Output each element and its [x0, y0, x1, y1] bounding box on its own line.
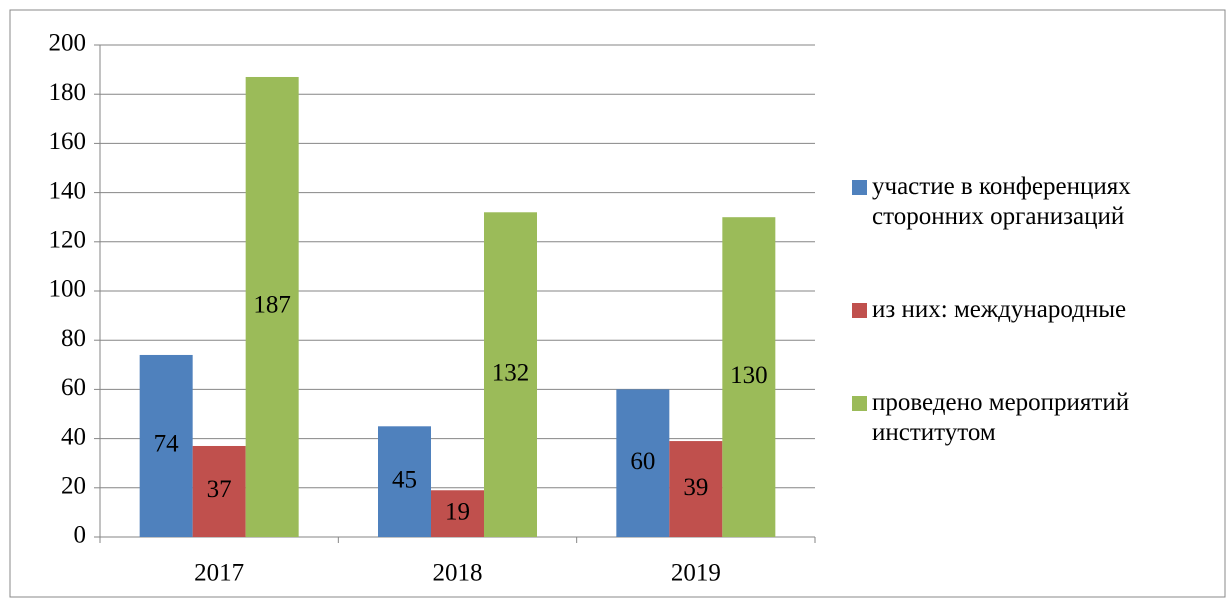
bar — [484, 212, 537, 537]
y-tick-label: 160 — [49, 128, 87, 155]
data-label: 74 — [154, 431, 180, 458]
x-tick-label: 2018 — [433, 560, 483, 587]
legend-item: проведено мероприятий институтом — [852, 388, 1212, 448]
data-label: 39 — [683, 474, 708, 501]
y-tick-label: 0 — [74, 522, 87, 549]
legend: участие в конференциях сторонних организ… — [852, 140, 1212, 480]
x-tick-label: 2019 — [671, 560, 721, 587]
y-tick-label: 180 — [49, 79, 87, 106]
legend-label: проведено мероприятий институтом — [872, 389, 1130, 447]
legend-swatch — [852, 302, 867, 318]
data-label: 37 — [207, 476, 232, 503]
data-label: 187 — [253, 292, 291, 319]
y-tick-label: 200 — [49, 30, 87, 57]
bar — [378, 426, 431, 537]
y-tick-label: 80 — [61, 325, 86, 352]
data-label: 60 — [630, 448, 655, 475]
legend-label: из них: международные — [872, 295, 1127, 323]
bar — [431, 490, 484, 537]
data-label: 19 — [445, 498, 470, 525]
x-tick-label: 2017 — [194, 560, 244, 587]
bar — [245, 76, 299, 537]
data-label: 130 — [730, 362, 768, 389]
chart-border — [9, 9, 1226, 598]
bar — [669, 441, 723, 537]
legend-item: участие в конференциях сторонних организ… — [852, 172, 1212, 232]
y-tick-label: 20 — [61, 473, 86, 500]
data-label: 45 — [392, 466, 417, 493]
bar — [722, 217, 776, 537]
y-tick-label: 40 — [61, 423, 86, 450]
y-tick-label: 140 — [49, 177, 87, 204]
legend-label: участие в конференциях сторонних организ… — [872, 172, 1131, 230]
y-tick-label: 100 — [49, 276, 87, 303]
bar — [192, 445, 246, 537]
legend-swatch — [852, 179, 867, 195]
y-tick-label: 120 — [49, 227, 87, 254]
data-label: 132 — [492, 359, 530, 386]
bar — [616, 389, 670, 537]
legend-item: из них: международные — [852, 295, 1212, 325]
legend-swatch — [852, 396, 867, 412]
y-tick-label: 60 — [61, 374, 86, 401]
bar — [139, 354, 193, 537]
